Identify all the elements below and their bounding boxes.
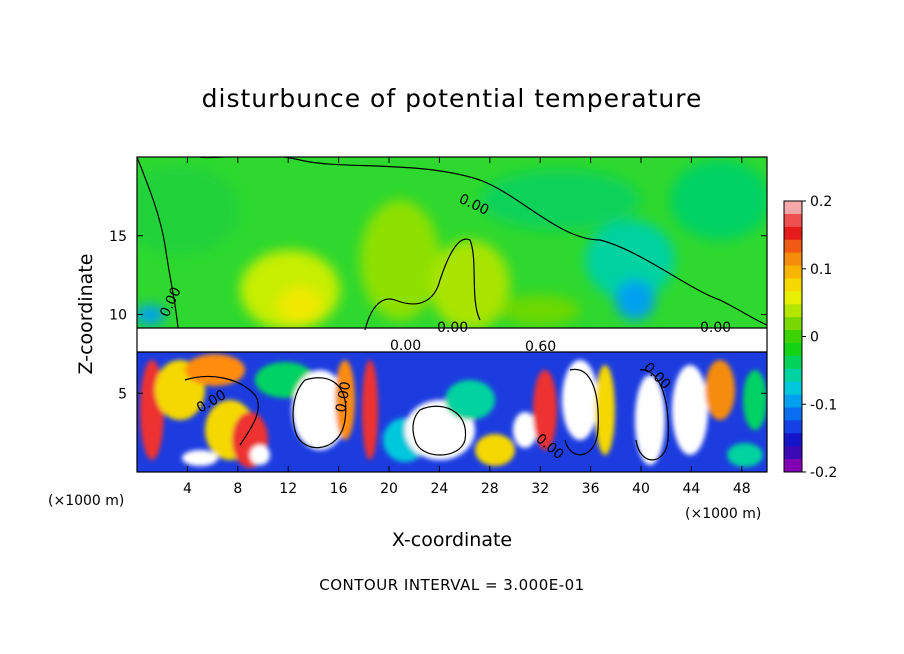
colorbar-swatch xyxy=(784,407,802,421)
colorbar-swatch xyxy=(784,446,802,460)
colorbar-swatch xyxy=(784,342,802,357)
x-tick-label: 40 xyxy=(632,481,650,497)
colorbar-swatch xyxy=(784,420,802,434)
heatmap-field xyxy=(137,157,767,472)
colorbar-tick-label: 0.2 xyxy=(810,194,832,210)
colorbar-swatch xyxy=(784,213,802,228)
colorbar-swatch xyxy=(784,355,802,370)
chart-title: disturbunce of potential temperature xyxy=(201,84,703,113)
x-tick-label: 28 xyxy=(481,481,499,497)
colorbar xyxy=(783,200,803,473)
x-tick-label: 36 xyxy=(582,481,600,497)
x-unit-label-left: (×1000 m) xyxy=(48,493,124,509)
contour-label: 0.00 xyxy=(333,380,354,413)
x-tick-label: 24 xyxy=(430,481,448,497)
colorbar-swatch xyxy=(784,239,802,254)
contour-interval-note: CONTOUR INTERVAL = 3.000E-01 xyxy=(319,576,585,594)
x-tick-label: 16 xyxy=(330,481,348,497)
colorbar-swatch xyxy=(784,304,802,318)
colorbar-swatch xyxy=(784,291,802,305)
colorbar-swatch xyxy=(784,459,802,473)
x-tick-label: 32 xyxy=(531,481,549,497)
colorbar-swatch xyxy=(784,394,802,408)
lower-field-features xyxy=(140,354,767,468)
colorbar-tick-label: 0 xyxy=(810,330,819,346)
colorbar-swatch xyxy=(784,381,802,396)
x-tick-label: 12 xyxy=(279,481,297,497)
colorbar-swatch xyxy=(784,201,802,215)
colorbar-swatch xyxy=(784,368,802,383)
colorbar-tick-label: 0.1 xyxy=(810,262,832,278)
interface-band xyxy=(137,328,767,354)
contour-label: 0.00 xyxy=(700,320,731,336)
colorbar-swatch xyxy=(784,330,802,344)
contour-lines xyxy=(137,157,767,461)
colorbar-tick-label: -0.1 xyxy=(810,397,837,413)
contour-label: 0.60 xyxy=(525,339,556,355)
x-tick-label: 48 xyxy=(733,481,751,497)
colorbar-swatch xyxy=(784,317,802,331)
y-tick-label: 10 xyxy=(109,308,127,324)
x-tick-label: 8 xyxy=(233,481,242,497)
x-tick-label: 20 xyxy=(380,481,398,497)
y-axis-label: Z-coordinate xyxy=(75,254,97,375)
colorbar-swatch xyxy=(784,278,802,292)
x-axis-ticks: 4 8 12 16 20 24 28 32 36 40 44 48 xyxy=(183,157,751,497)
colorbar-swatch xyxy=(784,433,802,447)
colorbar-swatch xyxy=(784,252,802,267)
x-axis-label: X-coordinate xyxy=(392,529,512,551)
x-tick-label: 44 xyxy=(682,481,700,497)
colorbar-tick-label: -0.2 xyxy=(810,465,837,481)
colorbar-ticks: 0.2 0.1 0 -0.1 -0.2 xyxy=(802,194,837,481)
x-unit-label-right: (×1000 m) xyxy=(685,506,761,522)
colorbar-swatch xyxy=(784,226,802,241)
colorbar-swatch xyxy=(784,265,802,279)
contour-label: 0.00 xyxy=(390,338,421,354)
y-tick-label: 5 xyxy=(118,386,127,402)
y-tick-label: 15 xyxy=(109,229,127,245)
upper-field-features xyxy=(137,160,767,330)
y-axis-ticks: 5 10 15 xyxy=(109,229,767,402)
x-tick-label: 4 xyxy=(183,481,192,497)
contour-label: 0.00 xyxy=(437,320,468,336)
